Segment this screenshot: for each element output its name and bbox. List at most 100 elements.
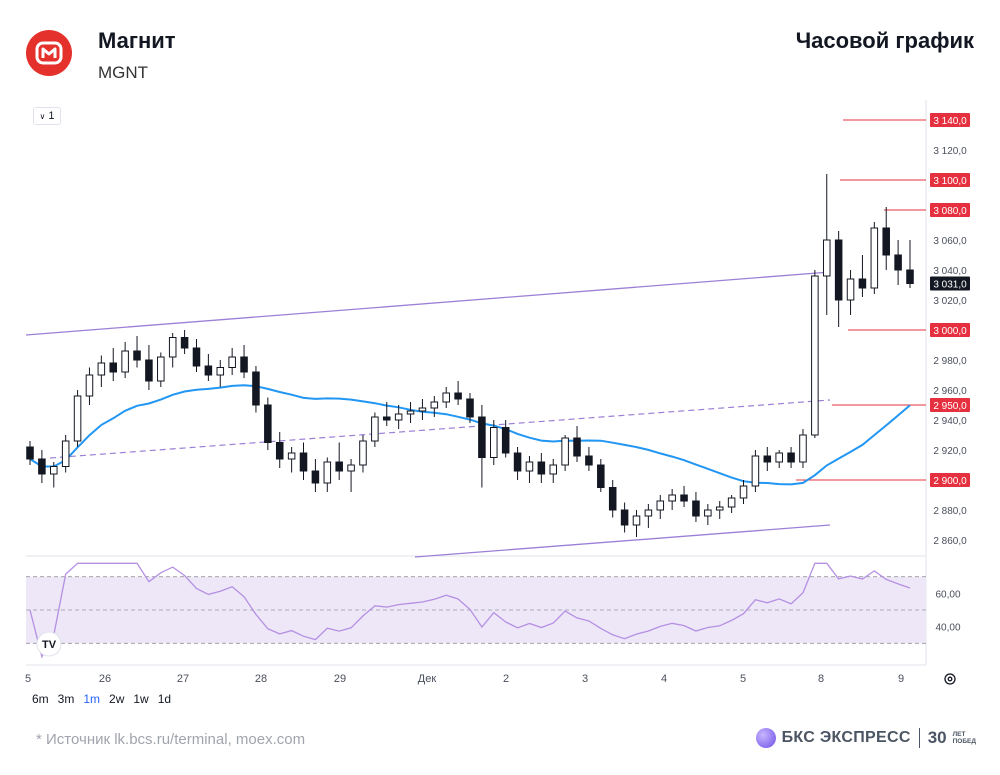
candle xyxy=(394,405,403,429)
candle xyxy=(490,420,498,465)
candle xyxy=(382,402,391,426)
candle-body xyxy=(715,506,724,511)
price-tick-label: 2 960,0 xyxy=(933,386,967,397)
candle xyxy=(406,402,415,423)
candle xyxy=(715,501,724,519)
candle xyxy=(894,240,902,285)
candle-body xyxy=(501,427,510,454)
candle-body xyxy=(26,446,34,460)
anniversary-caption: ЛЕТ ПОБЕД xyxy=(953,731,976,745)
candle xyxy=(608,480,617,518)
candle-body xyxy=(775,452,783,463)
candle-body xyxy=(846,278,855,301)
candle xyxy=(727,495,736,513)
candle-body xyxy=(240,356,248,373)
price-tick-label: 3 100,0 xyxy=(933,176,967,187)
candle-body xyxy=(656,500,665,511)
price-tick-label: 3 060,0 xyxy=(933,236,967,247)
time-tick-label: 26 xyxy=(99,673,111,685)
range-1d[interactable]: 1d xyxy=(157,692,172,706)
brand-divider xyxy=(918,728,920,748)
candle xyxy=(822,174,831,315)
candle-body xyxy=(133,350,141,361)
price-tick-label: 2 950,0 xyxy=(933,401,967,412)
channel-mid-line xyxy=(49,399,831,459)
candle xyxy=(228,348,236,375)
candle-body xyxy=(311,470,320,484)
candle-body xyxy=(145,359,153,382)
candle-body xyxy=(323,461,332,484)
chart-header: Магнит MGNT Часовой график xyxy=(0,0,1000,100)
candle xyxy=(311,459,320,492)
range-1m[interactable]: 1m xyxy=(83,692,101,706)
candle xyxy=(501,420,510,458)
rsi-tick-label: 40,00 xyxy=(935,623,960,634)
candle xyxy=(145,345,153,390)
candle xyxy=(50,462,58,488)
time-tick-label: 5 xyxy=(25,673,31,685)
price-label-bg xyxy=(930,113,970,127)
candle xyxy=(157,352,165,387)
price-tick-label: 2 940,0 xyxy=(933,416,967,427)
range-1w[interactable]: 1w xyxy=(133,692,149,706)
price-label-bg xyxy=(930,398,970,412)
candle-body xyxy=(216,367,225,376)
candle-body xyxy=(478,416,486,458)
candle xyxy=(906,240,914,288)
candle xyxy=(870,222,879,294)
candle-body xyxy=(644,509,653,517)
candle xyxy=(466,393,474,423)
settings-gear-icon[interactable] xyxy=(943,672,957,686)
candle xyxy=(775,450,783,468)
candle xyxy=(454,381,462,405)
channel-upper-line xyxy=(25,271,831,336)
candle xyxy=(799,429,807,468)
tv-badge-text: TV xyxy=(42,639,57,651)
candle xyxy=(192,339,201,372)
candle xyxy=(644,504,653,528)
price-tick-label: 3 040,0 xyxy=(933,266,967,277)
tradingview-logo-icon: TV xyxy=(36,631,62,657)
candle-body xyxy=(394,413,403,421)
time-tick-label: 3 xyxy=(582,673,588,685)
candle xyxy=(347,459,355,492)
price-tick-label: 3 120,0 xyxy=(933,146,967,157)
candle-body xyxy=(787,452,795,463)
candle-body xyxy=(192,347,201,367)
interval-selector[interactable]: ∨ 1 xyxy=(33,107,61,125)
range-3m[interactable]: 3m xyxy=(57,692,75,706)
candle-body xyxy=(834,239,843,301)
candle-body xyxy=(668,494,676,502)
bcs-logo-icon xyxy=(755,728,776,748)
candle-body xyxy=(418,407,427,412)
candle-body xyxy=(466,398,474,418)
candle xyxy=(787,447,795,468)
candle xyxy=(680,486,688,507)
candle xyxy=(549,459,558,483)
candle-body xyxy=(692,500,700,517)
candle-body xyxy=(252,371,260,406)
candle-body xyxy=(275,442,284,460)
range-6m[interactable]: 6m xyxy=(32,692,49,706)
candle xyxy=(763,447,772,471)
candle xyxy=(858,255,867,297)
chart-title: Часовой график xyxy=(795,28,974,53)
range-2w[interactable]: 2w xyxy=(109,692,125,706)
anniversary-line-2: ПОБЕД xyxy=(952,738,976,745)
candle-body xyxy=(121,350,129,373)
candle xyxy=(61,435,70,473)
candle xyxy=(846,270,855,315)
candle-body xyxy=(680,494,688,502)
candle xyxy=(418,399,427,420)
candle xyxy=(335,442,343,480)
candle xyxy=(287,447,296,473)
price-tick-label: 3 020,0 xyxy=(933,296,967,307)
candle-body xyxy=(359,440,367,466)
anniversary-number: 30 xyxy=(927,728,947,747)
candlestick-chart[interactable]: 3 140,0 3 120,0 3 100,0 3 080,0 3 060,0 3 040… xyxy=(0,100,1000,690)
candle xyxy=(751,450,760,492)
anniversary-line-1: ЛЕТ xyxy=(952,731,966,738)
time-tick-label: 29 xyxy=(334,673,346,685)
candle-body xyxy=(50,466,58,475)
candle-body xyxy=(204,365,213,376)
